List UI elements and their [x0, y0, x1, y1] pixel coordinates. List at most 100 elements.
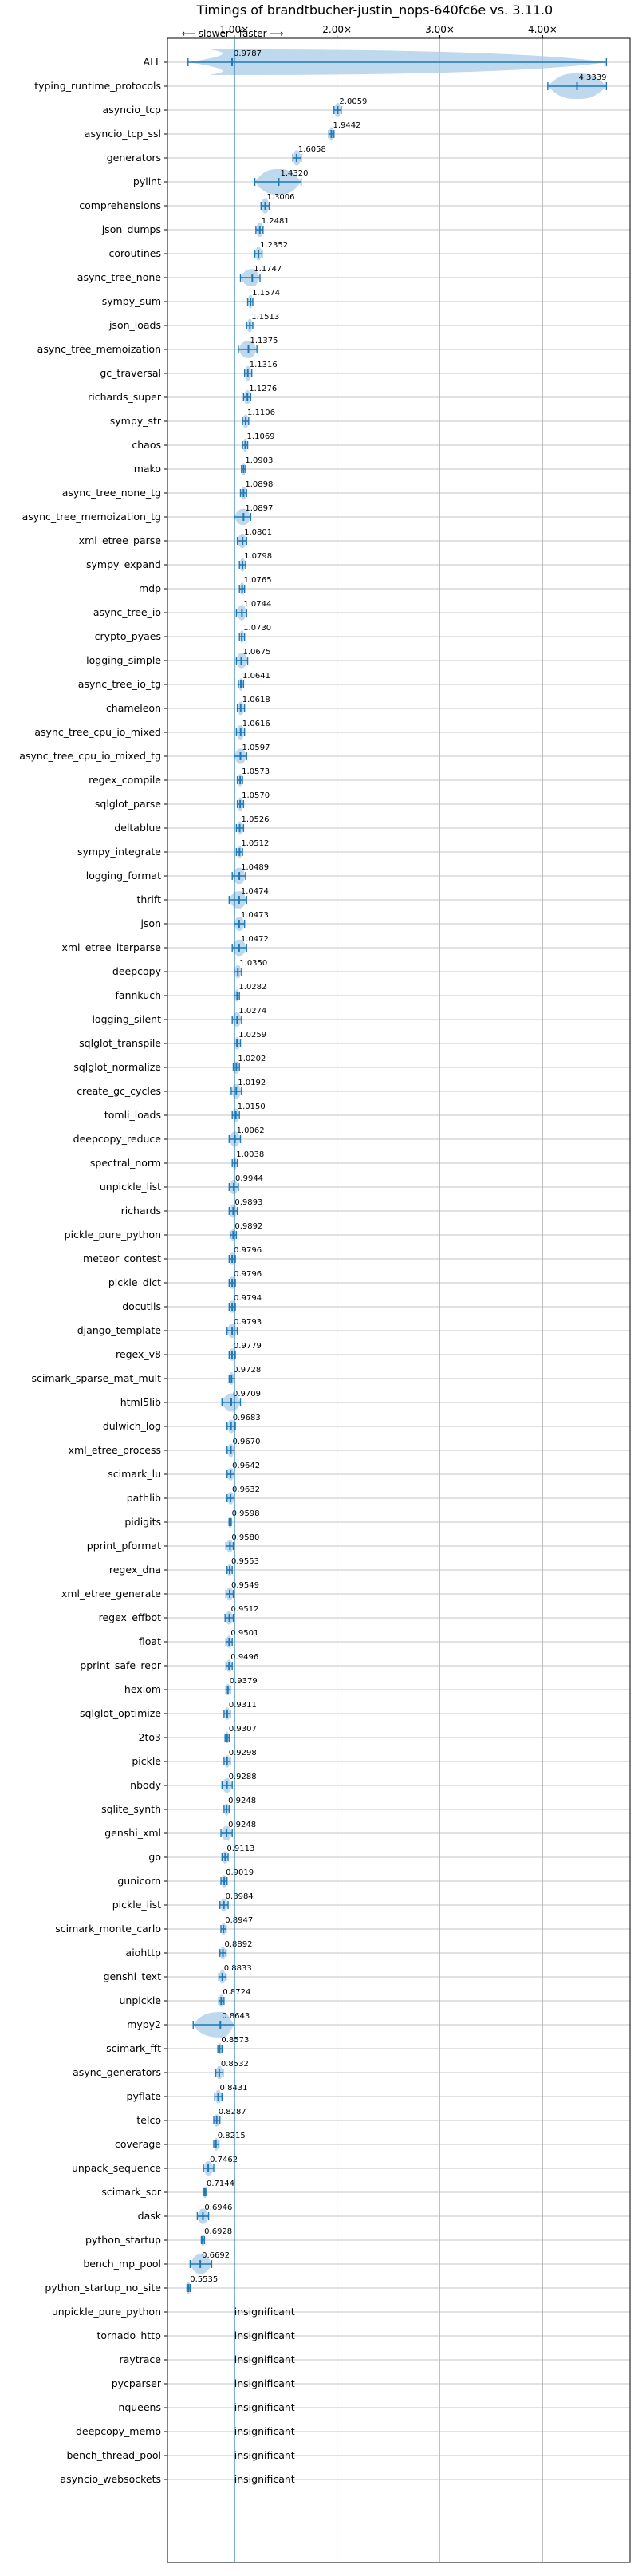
benchmark-label: pickle_dict [108, 1276, 161, 1288]
benchmark-label: crypto_pyaes [95, 630, 161, 642]
benchmark-label: pprint_safe_repr [80, 1659, 162, 1671]
benchmark-label: gunicorn [117, 1875, 161, 1887]
benchmark-label: genshi_text [104, 1970, 161, 1982]
value-label: 1.0274 [238, 1007, 266, 1016]
plot-frame [167, 37, 631, 2563]
benchmark-label: thrift [136, 894, 161, 905]
benchmark-label: async_tree_cpu_io_mixed_tg [19, 750, 161, 762]
value-label: 0.8287 [219, 2108, 246, 2116]
benchmark-label: asyncio_tcp [103, 104, 162, 116]
benchmark-label: pathlib [127, 1492, 161, 1504]
value-label: 1.1276 [249, 385, 277, 393]
benchmark-label: dulwich_log [103, 1420, 161, 1432]
benchmark-label: logging_silent [92, 1013, 161, 1025]
benchmark-label: async_generators [73, 2066, 161, 2078]
value-label: 1.0675 [242, 648, 270, 657]
benchmark-label: typing_runtime_protocols [34, 80, 161, 92]
benchmark-label: xml_etree_generate [61, 1588, 161, 1600]
insignificant-label: insignificant [234, 2377, 295, 2389]
insignificant-label: insignificant [234, 2473, 295, 2485]
benchmark-label: pyflate [127, 2090, 162, 2102]
value-label: 0.9501 [230, 1629, 258, 1638]
x-tick-label: 2.00× [322, 24, 352, 35]
value-label: 0.9248 [228, 1797, 256, 1805]
value-label: 1.0618 [242, 696, 270, 704]
benchmark-label: dask [138, 2210, 162, 2222]
benchmark-label: chameleon [106, 702, 161, 714]
benchmark-label: async_tree_none_tg [62, 487, 161, 499]
benchmark-label: scimark_lu [108, 1468, 161, 1480]
x-tick-label: 1.00× [219, 24, 249, 35]
value-label: 1.0801 [244, 528, 272, 537]
value-label: 1.0573 [242, 767, 270, 776]
benchmark-label: sympy_str [110, 415, 162, 427]
insignificant-label: insignificant [234, 2329, 295, 2341]
benchmark-label: json_dumps [101, 223, 161, 235]
benchmark-label: html5lib [120, 1396, 161, 1408]
value-label: 0.9670 [233, 1438, 261, 1446]
benchmark-label: pidigits [124, 1516, 161, 1528]
benchmark-label: unpickle_list [100, 1181, 161, 1193]
benchmark-label: sqlite_synth [101, 1803, 161, 1815]
benchmark-label: regex_dna [109, 1564, 161, 1576]
chart-title: Timings of brandtbucher-justin_nops-640f… [196, 2, 553, 18]
benchmark-label: logging_simple [86, 654, 161, 666]
benchmark-label: json [140, 917, 161, 929]
value-label: 0.9787 [234, 49, 262, 58]
value-label: 1.1316 [250, 361, 278, 369]
benchmark-label: regex_compile [89, 774, 161, 786]
benchmark-label: aiohttp [126, 1947, 162, 1959]
value-label: 0.9893 [234, 1198, 262, 1207]
benchmark-label: scimark_monte_carlo [55, 1923, 161, 1935]
value-label: 0.5535 [190, 2275, 218, 2284]
insignificant-label: insignificant [234, 2353, 295, 2365]
benchmark-label: sqlglot_optimize [80, 1707, 161, 1719]
value-label: 1.6058 [298, 145, 326, 154]
insignificant-label: insignificant [234, 2401, 295, 2413]
value-label: 1.0903 [245, 456, 273, 465]
benchmark-label: deltablue [114, 822, 161, 834]
benchmark-label: asyncio_tcp_ssl [85, 128, 161, 140]
value-label: 1.0472 [241, 935, 269, 944]
benchmark-label: regex_v8 [116, 1348, 161, 1360]
value-label: 0.9598 [232, 1509, 260, 1518]
benchmark-label: raytrace [120, 2353, 162, 2365]
benchmark-label: xml_etree_parse [79, 535, 162, 546]
value-label: 1.0616 [242, 720, 270, 728]
benchmark-label: async_tree_memoization [37, 343, 161, 355]
value-label: 0.9113 [226, 1844, 254, 1853]
benchmark-label: go [148, 1851, 161, 1863]
benchmark-label: comprehensions [79, 199, 161, 211]
value-label: 1.0597 [242, 744, 270, 752]
benchmark-label: richards [121, 1205, 161, 1217]
value-label: 1.0489 [241, 863, 269, 872]
benchmark-label: sympy_integrate [77, 846, 161, 858]
value-label: 1.0192 [238, 1079, 266, 1087]
value-label: 1.2481 [262, 217, 289, 226]
benchmark-label: django_template [77, 1324, 162, 1336]
value-label: 1.0282 [238, 983, 266, 992]
benchmark-label: docutils [122, 1300, 161, 1312]
value-label: 4.3339 [578, 73, 606, 82]
value-label: 0.8573 [221, 2036, 249, 2045]
value-label: 1.9442 [333, 121, 360, 130]
value-label: 0.9892 [234, 1222, 262, 1231]
value-label: 1.0350 [239, 959, 267, 968]
value-label: 0.8833 [224, 1964, 252, 1973]
benchmark-label: json_loads [108, 319, 161, 331]
benchmark-label: mypy2 [127, 2018, 161, 2030]
value-label: 1.0898 [245, 480, 273, 489]
benchmark-label: sympy_expand [86, 558, 161, 570]
benchmark-label: bench_mp_pool [83, 2258, 161, 2270]
benchmark-label: pickle_pure_python [65, 1229, 161, 1241]
benchmark-label: ALL [144, 56, 162, 68]
value-label: 0.7462 [210, 2156, 238, 2164]
value-label: 0.6692 [202, 2251, 230, 2260]
value-label: 1.1375 [250, 337, 278, 345]
value-label: 1.0641 [242, 672, 270, 680]
benchmark-label: regex_effbot [99, 1611, 161, 1623]
benchmark-label: scimark_sparse_mat_mult [32, 1372, 162, 1384]
benchmark-label: async_tree_memoization_tg [22, 511, 161, 523]
benchmark-label: hexiom [124, 1683, 161, 1695]
